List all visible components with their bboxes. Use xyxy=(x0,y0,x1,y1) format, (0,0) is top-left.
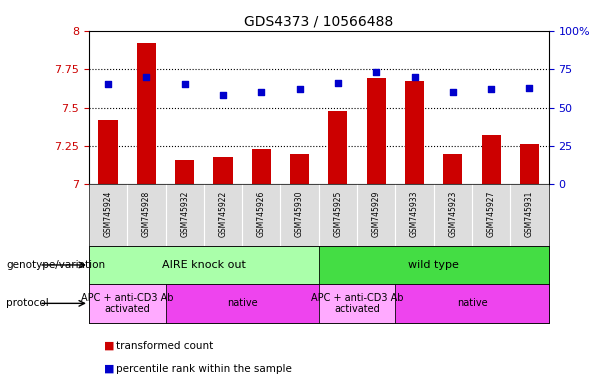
Text: APC + anti-CD3 Ab
activated: APC + anti-CD3 Ab activated xyxy=(311,293,403,314)
Text: GSM745926: GSM745926 xyxy=(257,190,266,237)
Text: transformed count: transformed count xyxy=(116,341,214,351)
Bar xyxy=(137,43,156,184)
Bar xyxy=(395,284,549,323)
Bar xyxy=(482,135,501,184)
Bar xyxy=(319,284,395,323)
Text: native: native xyxy=(227,298,257,308)
Text: GSM745930: GSM745930 xyxy=(295,190,304,237)
Text: GSM745925: GSM745925 xyxy=(333,190,343,237)
Bar xyxy=(89,284,166,323)
Point xyxy=(256,89,266,95)
Title: GDS4373 / 10566488: GDS4373 / 10566488 xyxy=(244,14,394,28)
Bar xyxy=(405,81,424,184)
Point xyxy=(525,84,535,91)
Text: APC + anti-CD3 Ab
activated: APC + anti-CD3 Ab activated xyxy=(81,293,173,314)
Text: ■: ■ xyxy=(104,364,115,374)
Text: GSM745923: GSM745923 xyxy=(448,190,457,237)
Bar xyxy=(252,149,271,184)
Text: GSM745931: GSM745931 xyxy=(525,190,534,237)
Text: native: native xyxy=(457,298,487,308)
Point xyxy=(486,86,496,92)
Text: GSM745922: GSM745922 xyxy=(218,190,227,237)
Bar xyxy=(443,154,462,184)
Bar xyxy=(166,284,319,323)
Bar xyxy=(319,246,549,284)
Bar xyxy=(329,111,348,184)
Text: genotype/variation: genotype/variation xyxy=(6,260,105,270)
Text: wild type: wild type xyxy=(408,260,459,270)
Bar xyxy=(175,160,194,184)
Point xyxy=(295,86,305,92)
Bar xyxy=(89,246,319,284)
Text: GSM745927: GSM745927 xyxy=(487,190,496,237)
Text: GSM745929: GSM745929 xyxy=(371,190,381,237)
Point xyxy=(142,74,151,80)
Point xyxy=(409,74,419,80)
Text: ■: ■ xyxy=(104,341,115,351)
Point xyxy=(180,81,189,88)
Bar xyxy=(213,157,232,184)
Bar xyxy=(290,154,309,184)
Text: percentile rank within the sample: percentile rank within the sample xyxy=(116,364,292,374)
Bar xyxy=(99,120,118,184)
Point xyxy=(448,89,458,95)
Point xyxy=(103,81,113,88)
Text: protocol: protocol xyxy=(6,298,49,308)
Point xyxy=(371,69,381,75)
Text: GSM745924: GSM745924 xyxy=(104,190,113,237)
Text: GSM745933: GSM745933 xyxy=(410,190,419,237)
Bar xyxy=(367,78,386,184)
Text: AIRE knock out: AIRE knock out xyxy=(162,260,246,270)
Text: GSM745928: GSM745928 xyxy=(142,190,151,237)
Point xyxy=(218,92,228,98)
Text: GSM745932: GSM745932 xyxy=(180,190,189,237)
Point xyxy=(333,80,343,86)
Bar xyxy=(520,144,539,184)
